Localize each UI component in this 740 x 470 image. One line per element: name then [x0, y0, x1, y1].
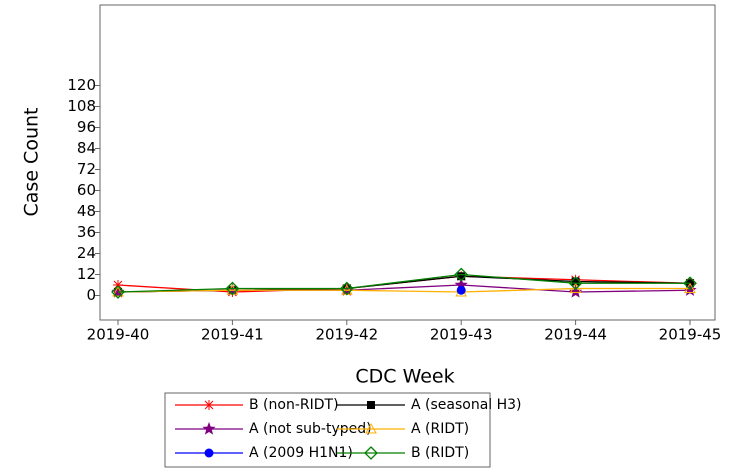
data-point [339, 281, 354, 296]
y-tick-label: 120 [67, 76, 96, 94]
y-tick-label: 36 [77, 223, 96, 241]
data-point [225, 281, 240, 296]
y-tick-label: 96 [77, 118, 96, 136]
legend-marker [204, 448, 214, 458]
data-point [111, 285, 125, 298]
legend-marker [204, 400, 214, 410]
legend-marker [365, 422, 377, 434]
series-line [117, 273, 690, 293]
y-tick-label: 108 [67, 97, 96, 115]
legend-text: A (seasonal H3) [411, 397, 522, 413]
legend-marker [364, 446, 378, 460]
legend-marker [367, 401, 375, 409]
data-point [454, 278, 468, 291]
legend-text: A (not sub-typed) [249, 421, 372, 437]
y-tick-label: 72 [77, 160, 96, 178]
y-tick-label: 60 [77, 181, 96, 199]
legend-text: B (RIDT) [411, 445, 469, 461]
y-tick-label: 0 [86, 286, 96, 304]
legend-marker [202, 422, 216, 435]
legend-text: A (2009 H1N1) [249, 445, 353, 461]
data-point [340, 283, 354, 296]
x-tick-label: 2019-42 [315, 326, 378, 344]
legend-text: B (non-RIDT) [249, 397, 339, 413]
data-point [568, 285, 583, 298]
y-axis-title: Case Count [21, 108, 43, 217]
plot-frame [99, 4, 716, 321]
data-point [568, 276, 583, 291]
data-point [456, 285, 466, 295]
y-tick-label: 84 [77, 139, 96, 157]
legend-text: A (RIDT) [411, 421, 469, 437]
data-point [683, 276, 697, 291]
y-tick-label: 24 [77, 244, 96, 262]
data-point [569, 282, 582, 293]
data-point [684, 282, 696, 293]
x-tick-label: 2019-45 [659, 326, 722, 344]
data-point [571, 277, 580, 286]
x-tick-label: 2019-43 [430, 326, 493, 344]
data-point [454, 267, 469, 282]
y-tick-label: 48 [77, 202, 96, 220]
x-tick-label: 2019-44 [544, 326, 607, 344]
y-tick-label: 12 [77, 265, 96, 283]
data-point [111, 285, 125, 299]
data-point [225, 283, 240, 296]
data-point [457, 272, 466, 281]
x-axis-title: CDC Week [355, 366, 454, 388]
x-tick-label: 2019-41 [201, 326, 264, 344]
series-line [117, 287, 690, 293]
x-tick-label: 2019-40 [87, 326, 150, 344]
